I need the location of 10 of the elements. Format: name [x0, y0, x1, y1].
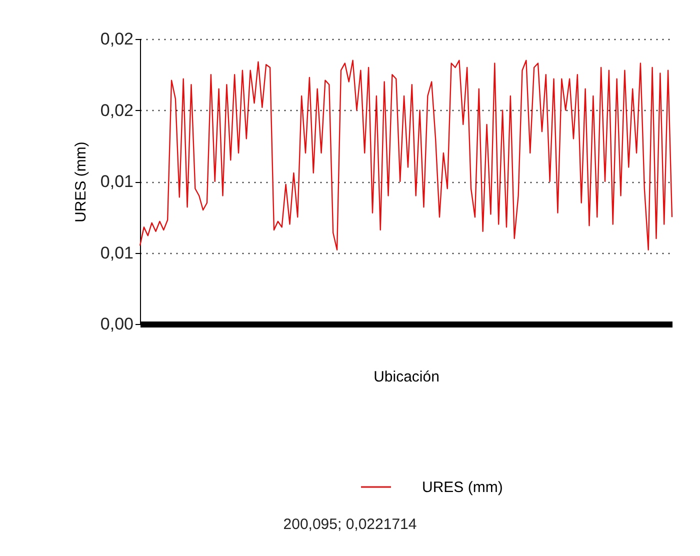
legend-label: URES (mm)	[422, 479, 503, 496]
y-tick-label: 0,01	[100, 172, 134, 191]
text: 200,095; 0,0221714	[282, 516, 418, 533]
y-tick-label: 0,02	[100, 30, 134, 48]
x-axis-title: Ubicación	[374, 368, 440, 386]
y-tick-label: 0,01	[100, 243, 134, 262]
line-series	[139, 60, 673, 250]
y-tick-label: 0,00	[100, 314, 134, 334]
y-tick-label: 0,02	[100, 100, 134, 120]
y-axis-title: URES (mm)	[72, 142, 90, 222]
